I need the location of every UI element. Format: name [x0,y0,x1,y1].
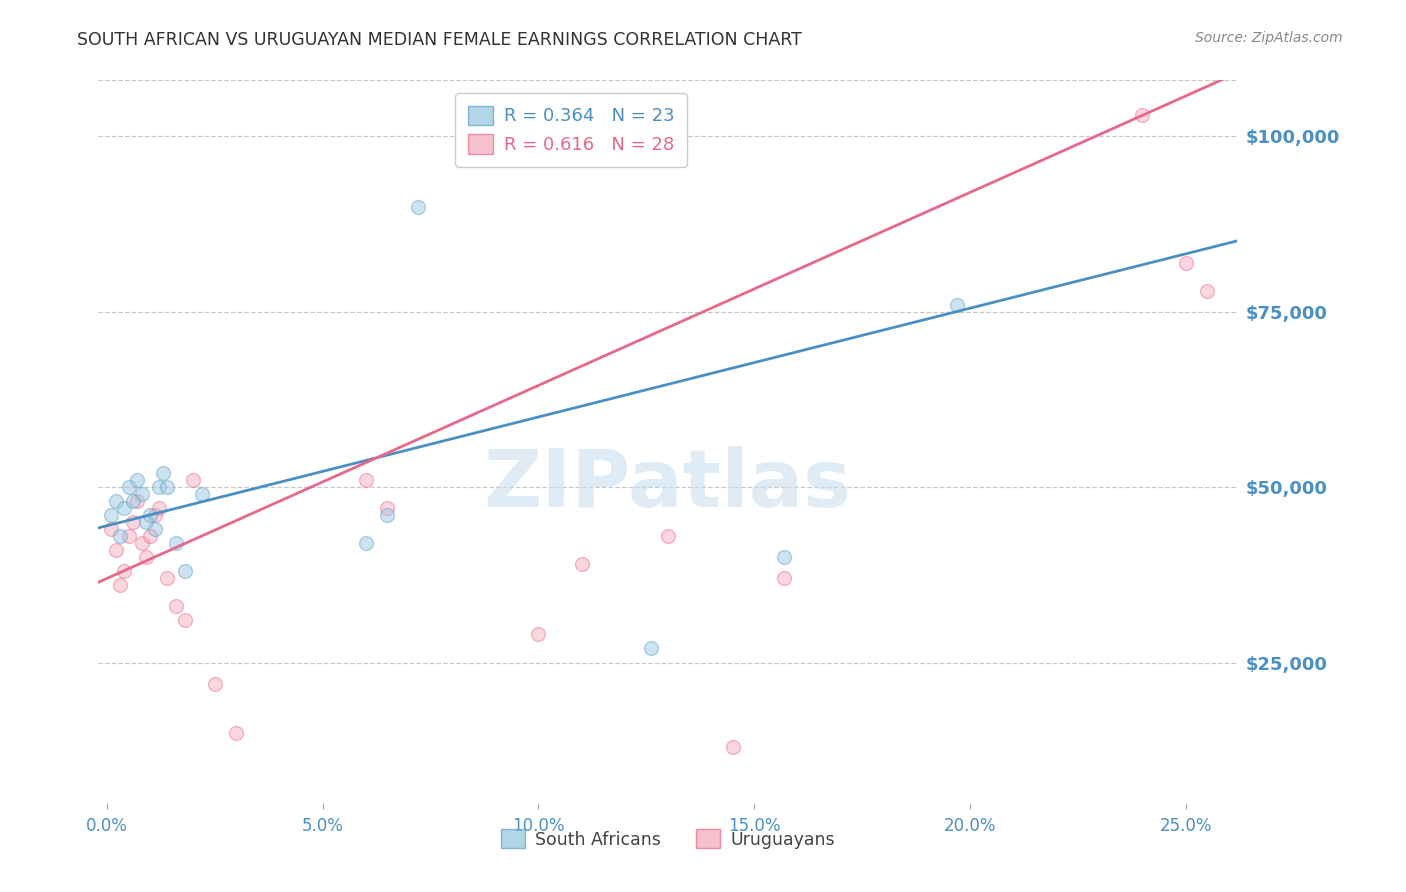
Point [377,501,399,516]
Point [571,558,593,572]
Point [127,494,149,508]
Point [527,627,550,641]
Point [354,473,377,487]
Point [122,515,145,529]
Point [148,480,170,494]
Point [183,473,205,487]
Point [112,501,135,516]
Point [122,494,145,508]
Point [112,564,135,578]
Point [173,564,195,578]
Text: ZIPatlas: ZIPatlas [484,446,852,524]
Point [152,466,174,480]
Point [406,200,429,214]
Point [156,571,179,585]
Point [165,536,187,550]
Point [721,739,744,754]
Point [131,536,153,550]
Point [143,508,166,523]
Point [117,529,139,543]
Point [204,676,226,690]
Point [117,480,139,494]
Point [191,487,214,501]
Legend: South Africans, Uruguayans: South Africans, Uruguayans [494,822,842,855]
Point [100,522,122,536]
Point [773,550,796,565]
Point [108,529,131,543]
Point [139,529,162,543]
Point [657,529,679,543]
Point [104,543,127,558]
Point [1132,108,1154,122]
Point [640,641,662,656]
Point [1197,284,1219,298]
Point [139,508,162,523]
Point [165,599,187,614]
Point [108,578,131,592]
Point [156,480,179,494]
Point [131,487,153,501]
Text: Source: ZipAtlas.com: Source: ZipAtlas.com [1195,31,1343,45]
Point [135,550,157,565]
Point [127,473,149,487]
Point [354,536,377,550]
Point [773,571,796,585]
Text: SOUTH AFRICAN VS URUGUAYAN MEDIAN FEMALE EARNINGS CORRELATION CHART: SOUTH AFRICAN VS URUGUAYAN MEDIAN FEMALE… [77,31,803,49]
Point [100,508,122,523]
Point [377,508,399,523]
Point [946,298,969,312]
Point [104,494,127,508]
Point [148,501,170,516]
Point [135,515,157,529]
Point [1174,255,1197,269]
Point [225,725,247,739]
Point [143,522,166,536]
Point [173,614,195,628]
